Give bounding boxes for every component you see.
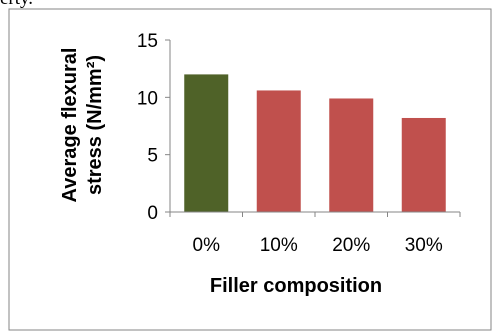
x-tick-label: 0% (193, 235, 221, 256)
bar-30% (401, 117, 446, 212)
bar-0% (184, 74, 229, 213)
x-tick-label: 20% (332, 235, 370, 256)
y-axis-title-line2: stress (N/mm²) (84, 55, 106, 195)
x-tick-label: 30% (405, 235, 443, 256)
bars-group (184, 74, 446, 213)
cropped-caption-text: erty. (0, 0, 33, 10)
axes-group (165, 39, 461, 217)
y-tick-label: 5 (147, 146, 158, 167)
x-tick-label: 10% (260, 235, 298, 256)
bar-10% (256, 90, 301, 212)
y-tick-label: 0 (147, 203, 158, 224)
y-axis-title-line1: Average flexural (59, 48, 81, 203)
x-tick-labels: 0% 10% 20% 30% (193, 235, 443, 256)
y-tick-label: 15 (137, 31, 158, 52)
y-tick-label: 10 (137, 88, 158, 109)
x-axis-title: Filler composition (210, 275, 382, 297)
bar-20% (329, 98, 374, 212)
chart-frame (8, 8, 492, 331)
y-tick-labels: 0 5 10 15 (137, 31, 158, 224)
y-axis-title: Average flexural stress (N/mm²) (59, 48, 106, 203)
